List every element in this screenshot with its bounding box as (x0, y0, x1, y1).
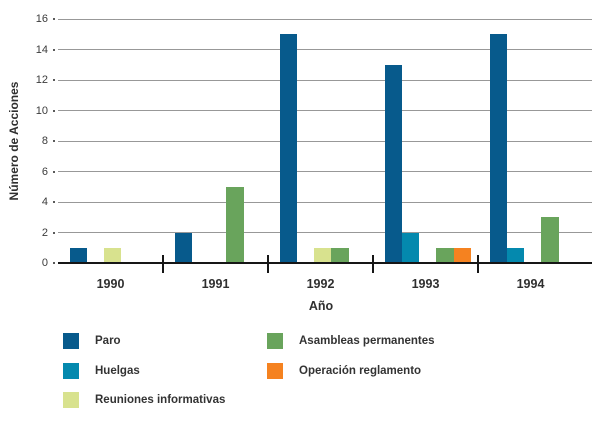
bar-huelgas (401, 232, 420, 263)
bar-asambleas-permanentes (541, 217, 559, 263)
y-tick-mark (53, 79, 55, 81)
x-category-label: 1994 (516, 277, 545, 291)
x-axis-line (58, 262, 592, 264)
y-tick-label: 14 (35, 43, 48, 56)
legend-item-asambleas-permanentes: Asambleas permanentes (267, 333, 471, 363)
x-axis-tick (162, 255, 164, 273)
y-tick-label: 12 (35, 74, 48, 86)
legend-item-paro: Paro (63, 333, 267, 363)
bar-asambleas-permanentes (226, 186, 244, 263)
gridline (58, 232, 592, 233)
y-tick-mark (53, 140, 55, 142)
legend-swatch-paro (63, 333, 79, 349)
legend-item-operacion-reglamento: Operación reglamento (267, 362, 471, 393)
y-tick-mark (53, 262, 55, 264)
gridline (58, 140, 592, 142)
y-tick-label: 4 (41, 196, 48, 208)
bar-paro (384, 64, 402, 263)
y-tick-mark (53, 18, 55, 20)
legend-label: Operación reglamento (299, 364, 422, 377)
bar-huelgas (506, 247, 525, 263)
legend-label: Huelgas (95, 364, 140, 377)
x-axis-tick (267, 255, 269, 273)
bar-reuniones-informativas (314, 247, 332, 263)
gridline (58, 171, 592, 172)
x-axis-tick (372, 255, 374, 273)
legend-swatch-huelgas (63, 362, 79, 379)
y-tick-mark (53, 48, 55, 51)
legend: Paro Huelgas Reuniones informativas Asamble… (63, 333, 471, 422)
legend-swatch-reuniones-informativas (63, 392, 79, 409)
bar-operacion-reglamento (453, 247, 471, 263)
y-tick-mark (53, 201, 55, 203)
legend-item-huelgas: Huelgas (63, 362, 267, 393)
x-axis-title: Año (308, 299, 334, 313)
bar-asambleas-permanentes (331, 247, 349, 263)
x-category-label: 1992 (306, 277, 335, 291)
bar-paro (174, 232, 192, 263)
gridline (58, 79, 592, 81)
bar-paro (279, 34, 297, 263)
gridline (58, 18, 592, 20)
x-category-label: 1990 (96, 277, 125, 291)
gridline (58, 201, 592, 203)
bar-asambleas-permanentes (436, 247, 454, 263)
y-tick-label: 6 (41, 165, 48, 178)
legend-label: Paro (95, 335, 121, 347)
x-category-label: 1993 (411, 277, 440, 291)
x-axis-tick (477, 255, 479, 273)
y-tick-label: 8 (41, 135, 48, 147)
bar-reuniones-informativas (104, 247, 122, 263)
bar-paro (489, 34, 507, 263)
legend-label: Reuniones informativas (95, 394, 226, 407)
legend-swatch-asambleas-permanentes (267, 333, 283, 349)
legend-swatch-operacion-reglamento (267, 362, 283, 379)
bar-chart: Número de Acciones 0 2 4 6 8 10 12 14 16 1990 1991… (7, 13, 592, 409)
legend-label: Asambleas permanentes (299, 335, 435, 347)
y-tick-mark (53, 109, 55, 112)
legend-item-reuniones-informativas: Reuniones informativas (63, 392, 267, 422)
gridline (58, 49, 592, 50)
y-tick-label: 16 (35, 13, 48, 25)
y-tick-mark (53, 231, 55, 234)
y-tick-mark (53, 170, 55, 173)
y-tick-label: 10 (35, 104, 48, 117)
gridline (58, 110, 592, 111)
bar-paro (69, 247, 87, 263)
y-tick-label: 0 (41, 257, 48, 269)
x-category-label: 1991 (201, 277, 230, 291)
y-tick-label: 2 (41, 226, 48, 239)
